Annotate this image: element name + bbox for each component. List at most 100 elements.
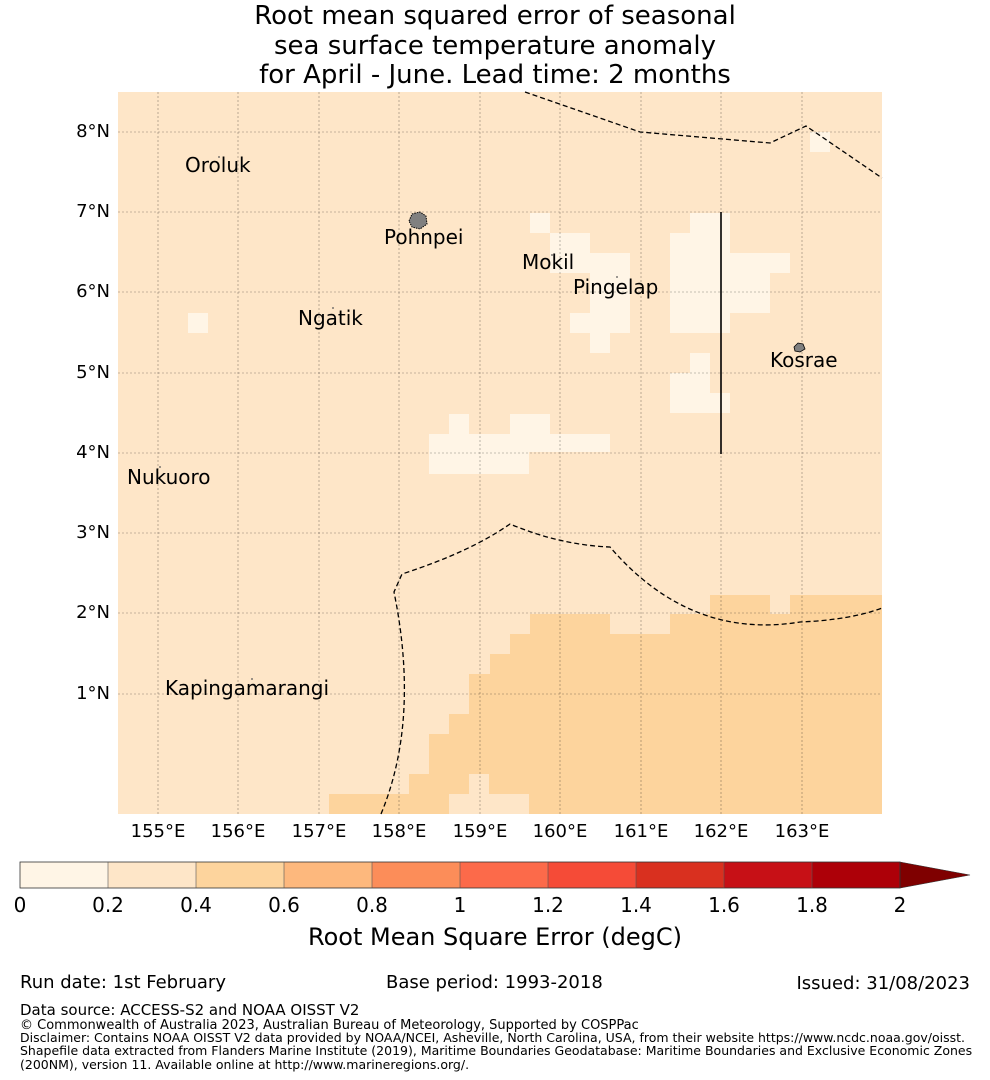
colorbar-tick-1.2: 1.2 [532,893,564,917]
title-line-1: Root mean squared error of seasonal [254,1,736,31]
run-date: Run date: 1st February [20,972,226,993]
colorbar-bin-1 [108,862,196,888]
patch-lt02 [690,213,730,233]
title-line-3: for April - June. Lead time: 2 months [259,60,731,90]
patch-04-06 [510,634,530,814]
colorbar-bin-5 [460,862,548,888]
patch-04-06 [790,595,882,614]
colorbar-title: Root Mean Square Error (degC) [308,923,682,951]
patch-02-04 [449,794,529,814]
patch-lt02 [590,253,630,333]
island-shapes [159,156,806,680]
patch-lt02 [529,434,610,452]
colorbar-tick-0.8: 0.8 [356,893,388,917]
colorbar-tick-1.8: 1.8 [796,893,828,917]
lon-label-163e: 163°E [774,821,830,842]
issued-date: Issued: 31/08/2023 [796,973,970,994]
colorbar-tick-0.2: 0.2 [92,893,124,917]
eez-boundaries [380,91,883,815]
colorbar-bin-2 [196,862,284,888]
kapingamarangi-dot [251,678,253,680]
patch-lt02 [570,313,590,333]
lat-label-2n: 2°N [76,602,110,623]
colorbar-bin-9 [812,862,900,888]
patch-lt02 [550,233,590,273]
field-02-04-inset-patches [449,774,529,814]
patch-lt02 [670,233,730,333]
island-label-oroluk: Oroluk [185,153,251,177]
map-canvas [19,91,971,889]
lat-label-8n: 8°N [76,121,110,142]
data-source: Data source: ACCESS-S2 and NOAA OISST V2 [20,1001,360,1019]
colorbar-bin-3 [284,862,372,888]
ngatik-dot [332,307,334,309]
patch-lt02 [530,213,550,233]
patch-02-04 [469,774,489,794]
pingelap-dot [616,276,618,278]
island-label-kosrae: Kosrae [770,348,838,372]
lon-label-156e: 156°E [210,821,266,842]
patch-04-06 [530,614,610,814]
patch-lt02 [188,313,208,333]
pohnpei-shape [408,211,428,230]
island-label-ngatik: Ngatik [298,306,363,330]
lon-label-161e: 161°E [613,821,669,842]
lon-label-160e: 160°E [532,821,588,842]
oroluk-dot [218,156,220,158]
patch-04-06 [429,734,449,814]
island-label-mokil: Mokil [522,250,575,274]
patch-lt02 [730,253,790,273]
patch-04-06 [329,794,409,814]
island-label-nukuoro: Nukuoro [127,465,211,489]
island-label-pingelap: Pingelap [573,275,659,299]
patch-lt02 [590,333,610,353]
field-lt02-patches [188,132,830,474]
patch-lt02 [710,393,730,413]
colorbar-bin-0 [20,862,108,888]
colorbar-tick-1.4: 1.4 [620,893,652,917]
lon-label-155e: 155°E [130,821,186,842]
patch-lt02 [510,414,550,434]
disclaimer-line-1: Disclaimer: Contains NOAA OISST V2 data … [20,1030,965,1045]
lat-label-4n: 4°N [76,442,110,463]
patch-04-06 [449,714,469,814]
patch-04-06 [710,595,770,614]
lat-label-7n: 7°N [76,201,110,222]
lat-label-6n: 6°N [76,281,110,302]
colorbar-tick-1: 1 [453,893,467,917]
lon-label-159e: 159°E [452,821,508,842]
patch-04-06 [409,774,429,814]
patch-lt02 [429,434,529,474]
colorbar-tick-0: 0 [13,893,27,917]
lon-label-157e: 157°E [291,821,347,842]
patch-lt02 [810,132,830,152]
patch-lt02 [449,414,469,434]
patch-04-06 [610,634,882,814]
map-plot-area [118,91,883,815]
colorbar-tick-0.4: 0.4 [180,893,212,917]
colorbar-tick-1.6: 1.6 [708,893,740,917]
lat-label-5n: 5°N [76,362,110,383]
colorbar [19,861,971,889]
lon-label-158e: 158°E [371,821,427,842]
disclaimer-line-2: Shapefile data extracted from Flanders M… [20,1043,973,1058]
lat-label-1n: 1°N [76,683,110,704]
patch-04-06 [490,654,510,814]
copyright: © Commonwealth of Australia 2023, Austra… [20,1018,639,1033]
colorbar-bin-8 [724,862,812,888]
disclaimer-line-3: (200NM), version 11. Available online at… [20,1057,470,1072]
colorbar-extend-arrow [899,861,971,889]
patch-lt02 [690,353,710,373]
base-period: Base period: 1993-2018 [386,972,603,993]
title-line-2: sea surface temperature anomaly [274,30,716,61]
colorbar-bin-4 [372,862,460,888]
colorbar-tick-0.6: 0.6 [268,893,300,917]
colorbar-dividers [107,862,813,888]
chart-title: Root mean squared error of seasonal sea … [0,1,990,91]
lon-label-162e: 162°E [693,821,749,842]
mokil-dot [551,254,553,256]
island-label-pohnpei: Pohnpei [384,225,464,249]
eez-boundary-north [524,91,883,179]
lat-label-3n: 3°N [76,522,110,543]
island-label-kapingamarangi: Kapingamarangi [165,676,330,700]
